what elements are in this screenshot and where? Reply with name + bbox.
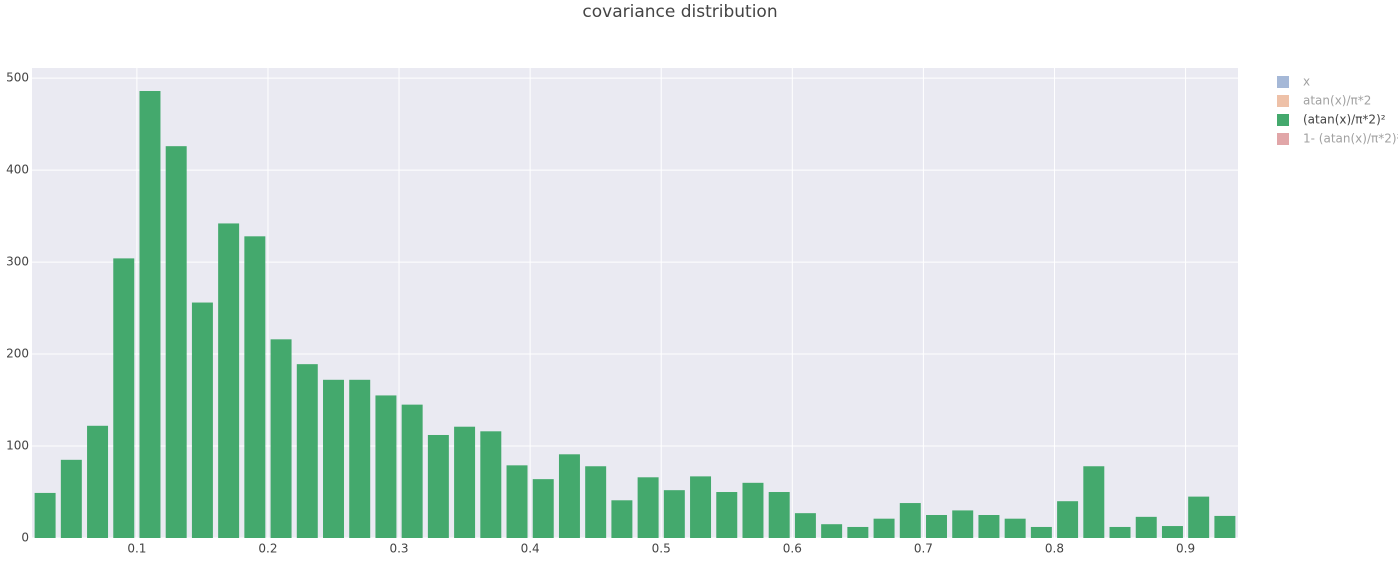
x-tick-label: 0.2 [258, 542, 277, 556]
bar [296, 364, 318, 538]
bar [847, 526, 869, 538]
legend-swatch[interactable] [1277, 76, 1289, 88]
bar [978, 515, 1000, 538]
bar [663, 490, 685, 538]
x-tick-label: 0.7 [914, 542, 933, 556]
bar [139, 90, 161, 538]
bar [1135, 516, 1157, 538]
bar [690, 476, 712, 538]
bar [1188, 496, 1210, 538]
bar [323, 379, 344, 538]
bar [1057, 501, 1079, 538]
bar [742, 482, 764, 538]
bar [585, 466, 607, 538]
bar [716, 492, 738, 538]
bar [558, 454, 580, 538]
bar [244, 236, 266, 539]
bar [611, 500, 633, 538]
y-tick-label: 500 [6, 71, 29, 85]
bar [952, 510, 974, 538]
bar [926, 515, 947, 538]
bar [1161, 526, 1183, 538]
legend-swatch[interactable] [1277, 95, 1289, 107]
x-tick-label: 0.4 [521, 542, 540, 556]
legend-swatch[interactable] [1277, 133, 1289, 145]
x-tick-label: 0.9 [1176, 542, 1195, 556]
legend-label[interactable]: x [1303, 75, 1310, 89]
bar [454, 426, 476, 538]
bar [768, 492, 790, 538]
bar [427, 434, 449, 538]
bar [899, 503, 921, 538]
y-tick-label: 0 [21, 531, 29, 545]
x-tick-label: 0.5 [652, 542, 671, 556]
bar [165, 146, 187, 538]
y-tick-label: 300 [6, 255, 29, 269]
bar [637, 477, 659, 538]
bar [1083, 466, 1105, 538]
bar [1030, 526, 1052, 538]
bar [191, 302, 213, 538]
bar [1214, 515, 1236, 538]
legend-swatch[interactable] [1277, 114, 1289, 126]
bar [821, 524, 843, 538]
bar [506, 465, 528, 538]
bar [480, 431, 502, 538]
bar [1109, 526, 1131, 538]
bar [349, 379, 371, 538]
bar [60, 459, 82, 538]
x-tick-label: 0.1 [127, 542, 146, 556]
bar [532, 479, 554, 538]
legend-label[interactable]: 1- (atan(x)/π*2)² [1303, 132, 1398, 146]
y-tick-label: 100 [6, 439, 29, 453]
bar [113, 258, 135, 538]
bar [1004, 518, 1026, 538]
chart-title: covariance distribution [582, 2, 777, 22]
bar [270, 339, 292, 538]
bar [218, 223, 240, 538]
x-tick-label: 0.6 [783, 542, 802, 556]
y-tick-label: 200 [6, 347, 29, 361]
bar [34, 492, 56, 538]
legend-label[interactable]: atan(x)/π*2 [1303, 94, 1371, 108]
legend-label[interactable]: (atan(x)/π*2)² [1303, 113, 1386, 127]
bar [873, 518, 895, 538]
bar [87, 425, 109, 538]
bar [401, 404, 423, 538]
x-tick-label: 0.3 [389, 542, 408, 556]
bar [794, 513, 816, 538]
y-tick-label: 400 [6, 163, 29, 177]
x-tick-label: 0.8 [1045, 542, 1064, 556]
bar [375, 395, 397, 538]
